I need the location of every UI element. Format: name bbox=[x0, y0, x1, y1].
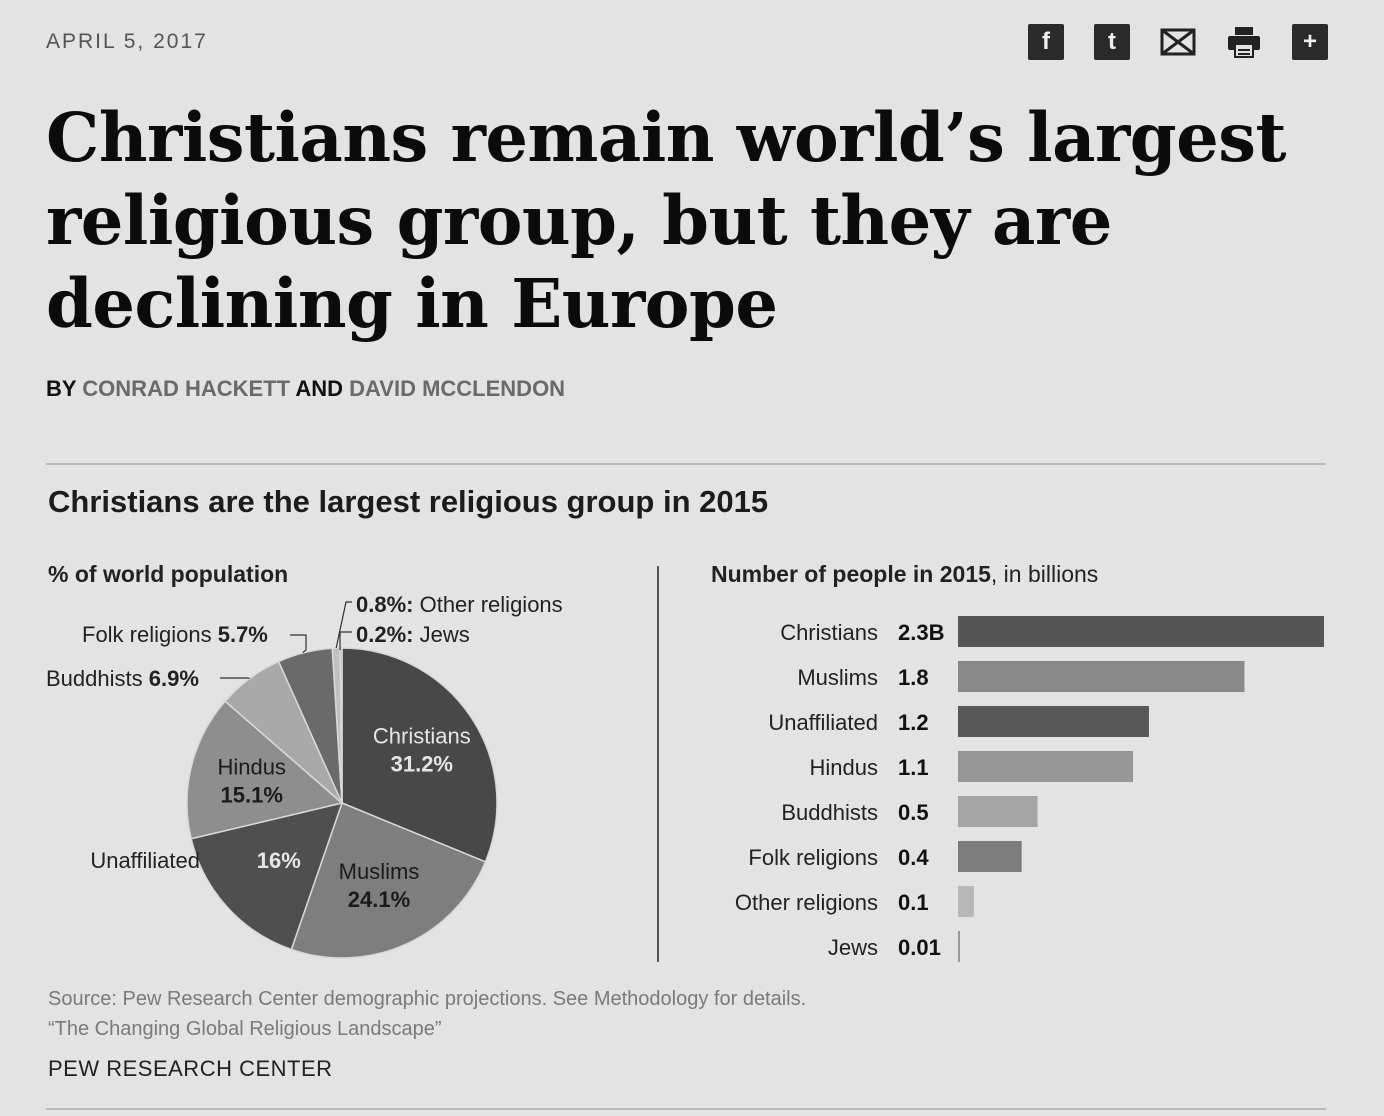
author-link-2[interactable]: DAVID MCCLENDON bbox=[349, 376, 566, 401]
bar-christians bbox=[958, 616, 1324, 647]
bar-hindus bbox=[958, 751, 1134, 782]
bar-label-muslims: Muslims bbox=[797, 665, 878, 690]
bar-label-christians: Christians bbox=[780, 620, 878, 645]
leader-other bbox=[335, 601, 352, 649]
org-credit: PEW RESEARCH CENTER bbox=[48, 1056, 333, 1081]
byline: BY CONRAD HACKETT AND DAVID MCCLENDON bbox=[46, 376, 565, 402]
bar-buddhists bbox=[958, 796, 1038, 827]
pie-value-hindus: 15.1% bbox=[221, 783, 283, 808]
bar-label-jews: Jews bbox=[828, 935, 878, 960]
bar-muslims bbox=[958, 661, 1245, 692]
pie-value-buddhists: 6.9% bbox=[149, 666, 199, 691]
chart-title: Christians are the largest religious gro… bbox=[48, 484, 769, 519]
twitter-icon[interactable]: t bbox=[1094, 24, 1130, 60]
bar-label-folk-religions: Folk religions bbox=[748, 845, 878, 870]
article-title: Christians remain world’s largest religi… bbox=[46, 98, 1286, 343]
pie-value-muslims: 24.1% bbox=[348, 887, 410, 912]
bar-value-christians: 2.3B bbox=[898, 620, 944, 645]
bar-value-other-religions: 0.1 bbox=[898, 890, 929, 915]
source-note: Source: Pew Research Center demographic … bbox=[48, 984, 806, 1044]
publish-date: APRIL 5, 2017 bbox=[46, 30, 208, 53]
pie-label-jews: 0.2%: Jews bbox=[356, 622, 470, 647]
facebook-icon[interactable]: f bbox=[1028, 24, 1064, 60]
pie-slice-hindus bbox=[186, 700, 344, 840]
bar-label-hindus: Hindus bbox=[810, 755, 878, 780]
bottom-divider bbox=[46, 1108, 1326, 1110]
pie-label-buddhists: Buddhists 6.9% bbox=[46, 666, 199, 691]
pie-slice-muslims bbox=[290, 802, 487, 959]
bar-value-jews: 0.01 bbox=[898, 935, 941, 960]
bar-subtitle-rest: , in billions bbox=[990, 561, 1099, 587]
pie-value-unaffiliated: 16% bbox=[257, 848, 301, 873]
pie-label-other: 0.8%: Other religions bbox=[356, 592, 563, 617]
bar-folk-religions bbox=[958, 841, 1022, 872]
bar-value-hindus: 1.1 bbox=[898, 755, 929, 780]
byline-and: AND bbox=[295, 376, 344, 401]
pie-value-folk: 5.7% bbox=[218, 622, 268, 647]
share-toolbar: f t + bbox=[1028, 24, 1328, 60]
bar-other-religions bbox=[958, 886, 974, 917]
more-share-icon[interactable]: + bbox=[1292, 24, 1328, 60]
leader-jews bbox=[339, 631, 352, 650]
pie-label-muslims: Muslims bbox=[339, 859, 420, 884]
bar-value-muslims: 1.8 bbox=[898, 665, 929, 690]
bar-chart: Christians 2.3B Muslims 1.8 Unaffiliated 1.2 H… bbox=[735, 616, 1324, 962]
top-divider bbox=[46, 463, 1326, 465]
pie-chart: Christians 31.2% Muslims 24.1% Hindus 15.1% 16… bbox=[46, 592, 563, 959]
author-link-1[interactable]: CONRAD HACKETT bbox=[82, 376, 291, 401]
pie-slice-unaffiliated bbox=[190, 801, 344, 951]
pie-label-folk: Folk religions 5.7% bbox=[82, 622, 268, 647]
source-line-1: Source: Pew Research Center demographic … bbox=[48, 988, 807, 1010]
bar-unaffiliated bbox=[958, 706, 1149, 737]
bar-jews bbox=[958, 931, 960, 962]
email-icon[interactable] bbox=[1160, 24, 1196, 60]
leader-folk bbox=[290, 634, 307, 653]
byline-prefix: BY bbox=[46, 376, 77, 401]
pie-slice-christians bbox=[341, 647, 498, 863]
bar-value-unaffiliated: 1.2 bbox=[898, 710, 929, 735]
bar-value-buddhists: 0.5 bbox=[898, 800, 929, 825]
pie-value-christians: 31.2% bbox=[391, 751, 453, 776]
print-icon[interactable] bbox=[1226, 24, 1262, 60]
bar-subtitle-bold: Number of people in 2015 bbox=[711, 561, 991, 587]
panel-divider bbox=[657, 566, 659, 962]
pie-subtitle: % of world population bbox=[48, 561, 289, 587]
pie-label-unaffiliated: Unaffiliated bbox=[90, 848, 200, 873]
pie-label-christians: Christians bbox=[373, 723, 471, 748]
pie-label-hindus: Hindus bbox=[217, 755, 285, 780]
bar-label-unaffiliated: Unaffiliated bbox=[768, 710, 878, 735]
bar-value-folk-religions: 0.4 bbox=[898, 845, 929, 870]
bar-subtitle: Number of people in 2015, in billions bbox=[711, 561, 1098, 588]
source-line-2: “The Changing Global Religious Landscape… bbox=[48, 1018, 442, 1040]
bar-label-buddhists: Buddhists bbox=[781, 800, 878, 825]
bar-label-other-religions: Other religions bbox=[735, 890, 878, 915]
